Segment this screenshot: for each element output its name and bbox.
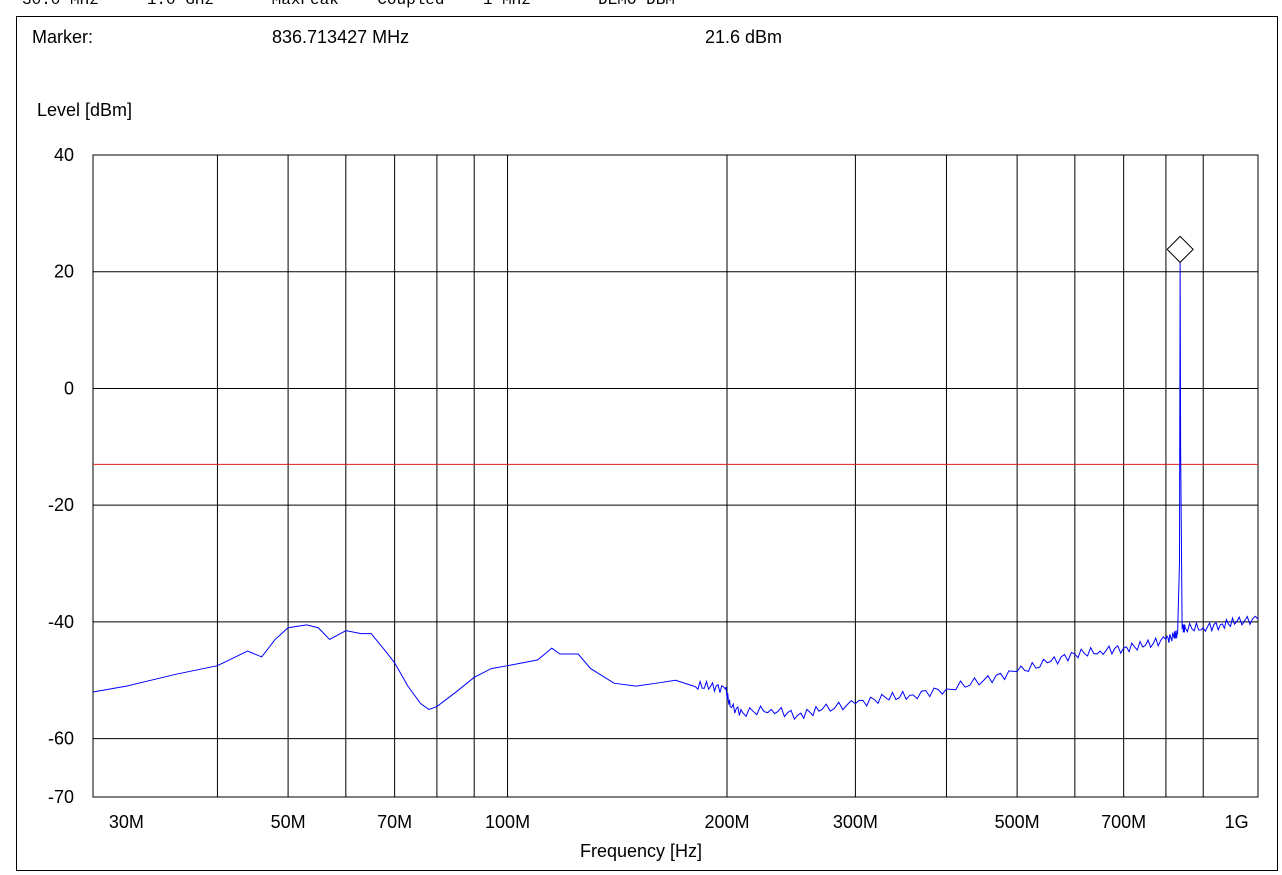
measurement-trace — [92, 262, 1259, 721]
x-tick-label: 1G — [1225, 812, 1249, 832]
marker-frequency: 836.713427 MHz — [272, 27, 410, 47]
y-axis-label: Level [dBm] — [37, 100, 133, 120]
y-tick-label: -20 — [48, 495, 74, 515]
y-tick-label: -60 — [48, 729, 74, 749]
x-tick-label: 70M — [377, 812, 412, 832]
y-tick-label: 40 — [54, 145, 74, 165]
x-tick-label: 200M — [704, 812, 749, 832]
chart-frame — [16, 16, 1278, 871]
marker-level: 21.6 dBm — [705, 27, 783, 47]
y-tick-label: -70 — [48, 787, 74, 807]
marker-diamond — [1166, 235, 1194, 264]
x-tick-label: 30M — [109, 812, 144, 832]
plot-area-border — [92, 154, 1259, 798]
x-tick-label: 50M — [271, 812, 306, 832]
y-tick-label: -40 — [48, 612, 74, 632]
x-tick-label: 300M — [833, 812, 878, 832]
x-tick-label: 700M — [1101, 812, 1146, 832]
marker-label: Marker: — [32, 27, 94, 47]
y-tick-label: 20 — [54, 262, 74, 282]
x-axis-label: Frequency [Hz] — [579, 841, 703, 861]
x-tick-label: 100M — [485, 812, 530, 832]
header-strip: 30.0 MHz 1.0 GHz MaxPeak Coupled 1 MHz D… — [0, 0, 1282, 16]
y-tick-label: 0 — [64, 378, 74, 398]
header-settings-text: 30.0 MHz 1.0 GHz MaxPeak Coupled 1 MHz D… — [22, 0, 675, 9]
x-tick-label: 500M — [995, 812, 1040, 832]
